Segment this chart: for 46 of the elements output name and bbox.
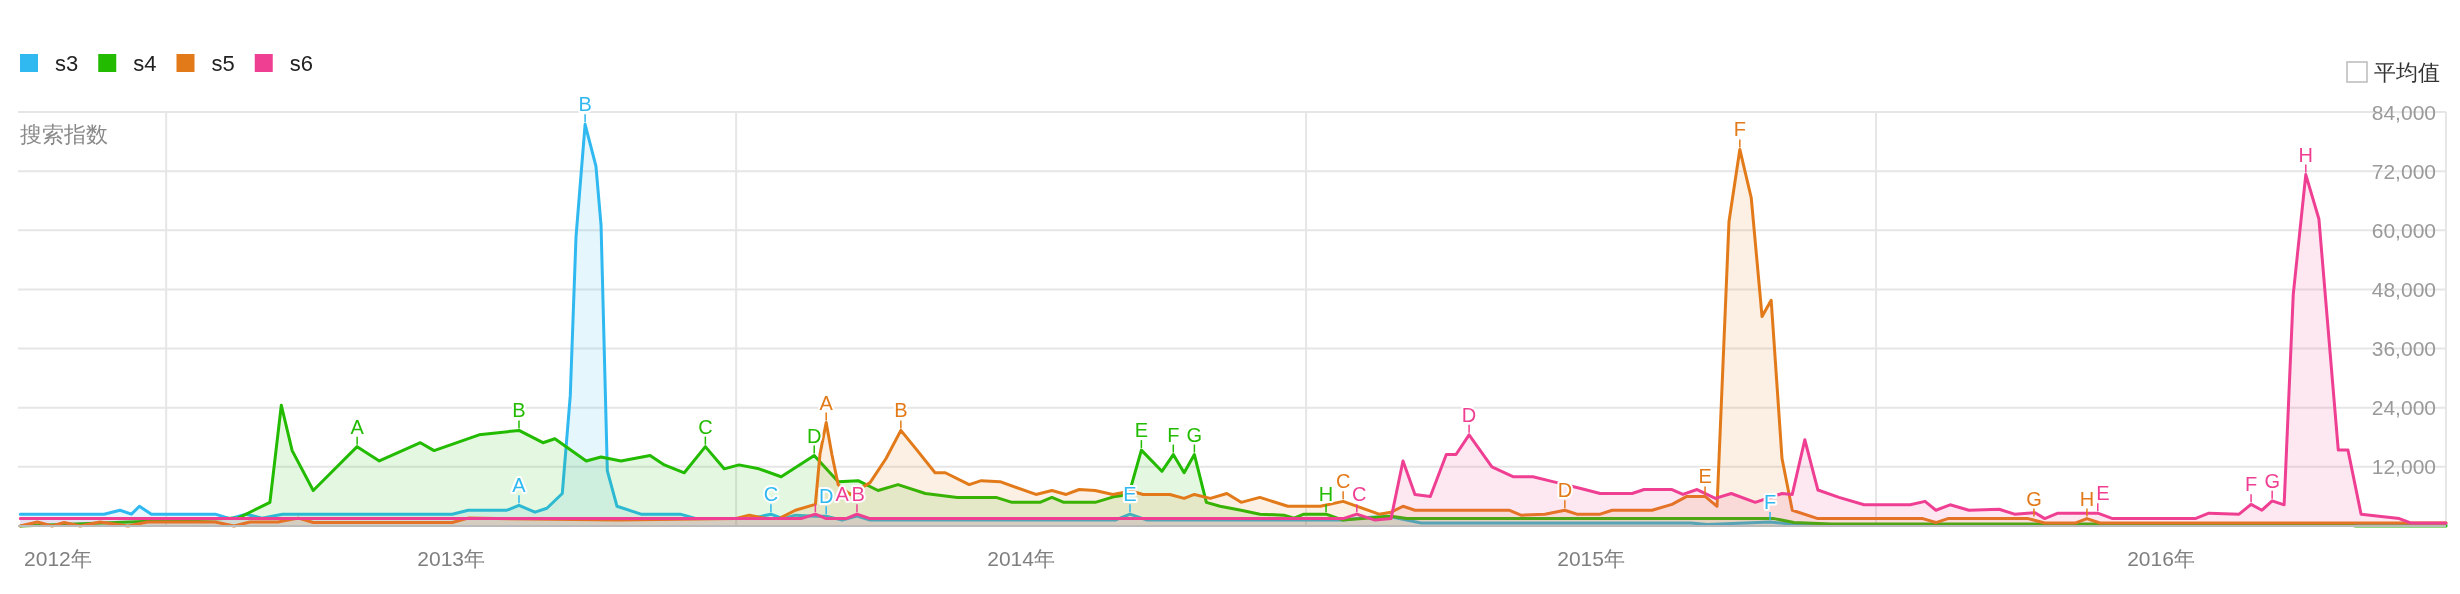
annotation: F <box>2244 473 2258 496</box>
x-tick-label: 2014年 <box>987 547 1055 570</box>
annotation: B <box>578 93 592 116</box>
note: 平均值 <box>2346 60 2440 85</box>
y-tick-label: 72,000 <box>2371 159 2436 183</box>
annotation: D <box>818 485 834 508</box>
annotation: G <box>2264 469 2280 492</box>
annotation: F <box>1733 118 1746 141</box>
x-tick-label: 2012年 <box>24 547 92 570</box>
annotation: C <box>763 483 779 506</box>
annotation: A <box>512 474 527 497</box>
annotation: G <box>1186 423 1203 446</box>
annotation: H <box>1318 483 1334 506</box>
y-tick-label: 60,000 <box>2371 218 2436 242</box>
y-tick-label: 48,000 <box>2371 277 2436 301</box>
x-tick-label: 2016年 <box>2127 547 2195 570</box>
y-tick-label: 24,000 <box>2371 396 2436 420</box>
x-tick-label: 2015年 <box>1557 547 1625 570</box>
annotation: G <box>2026 487 2042 510</box>
y-axis-title: 搜索指数 <box>20 122 108 147</box>
annotation: C <box>698 415 713 438</box>
y-tick-label: 36,000 <box>2371 337 2436 361</box>
annotation: E <box>1134 419 1149 442</box>
annotation: C <box>1351 483 1367 506</box>
annotation: F <box>1167 423 1180 446</box>
annotation: E <box>2096 482 2110 505</box>
legend-label: s5 <box>211 50 235 76</box>
legend-label: s4 <box>133 50 157 76</box>
annotation: E <box>1698 465 1712 488</box>
x-tick-label: 2013年 <box>417 547 486 570</box>
annotation: A <box>819 391 834 414</box>
y-tick-label: 12,000 <box>2371 455 2436 479</box>
annotation: A <box>350 415 365 438</box>
annotation: B <box>894 399 908 422</box>
annotation: H <box>2298 143 2314 166</box>
annotation: D <box>807 424 822 447</box>
annotation: B <box>512 399 526 422</box>
annotation: D <box>1557 479 1573 502</box>
annotation: D <box>1461 403 1477 426</box>
legend-label: s6 <box>289 50 313 76</box>
annotation: A <box>835 483 850 506</box>
annotation: C <box>1335 470 1351 493</box>
annotation: F <box>1763 491 1777 514</box>
legend-label: s3 <box>55 50 79 76</box>
y-tick-label: 84,000 <box>2371 100 2436 124</box>
annotation: H <box>2079 487 2095 510</box>
